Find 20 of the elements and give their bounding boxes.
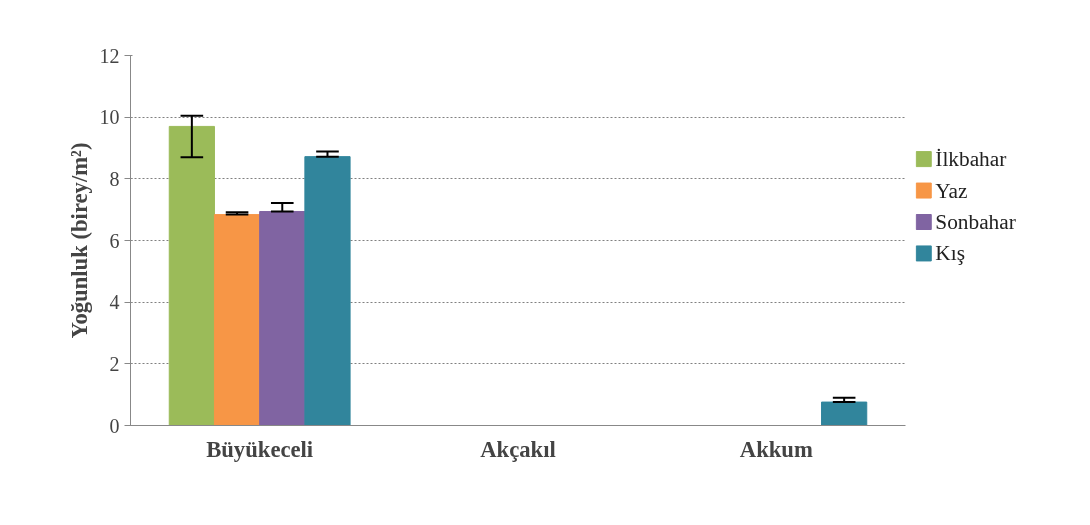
legend-label: İlkbahar <box>935 147 1007 172</box>
legend-label: Sonbahar <box>935 210 1016 234</box>
y-axis-title: Yoğunluk (birey/m²) <box>66 142 92 339</box>
bar <box>259 211 306 426</box>
y-tick-label: 10 <box>99 106 120 129</box>
y-tick-label: 4 <box>109 291 120 314</box>
x-tick-label: Büyükeceli <box>206 436 314 462</box>
y-tick-label: 6 <box>109 229 120 252</box>
bar <box>304 156 351 426</box>
bar <box>821 401 868 426</box>
x-tick-label: Akkum <box>739 436 813 462</box>
bar <box>213 214 261 426</box>
y-tick-label: 2 <box>109 352 120 375</box>
legend-label: Kış <box>935 241 965 266</box>
legend-label: Yaz <box>935 178 968 203</box>
y-tick-label: 12 <box>99 44 120 67</box>
bar <box>168 125 215 426</box>
y-tick-label: 0 <box>109 414 120 437</box>
x-tick-label: Akçakıl <box>480 436 556 462</box>
y-tick-label: 8 <box>109 167 120 190</box>
